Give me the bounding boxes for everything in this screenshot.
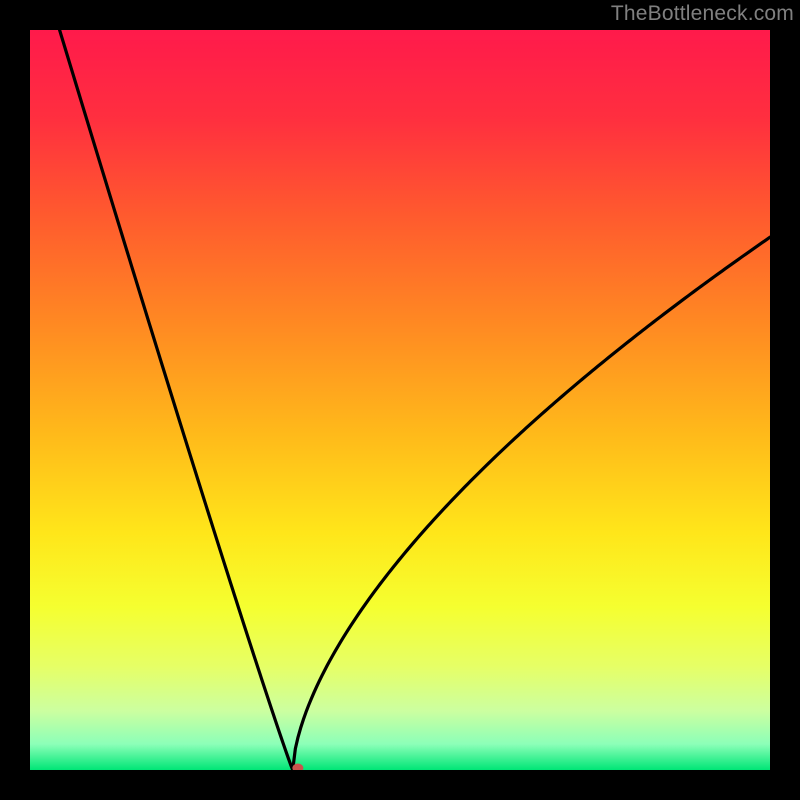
bottleneck-chart [0,0,800,800]
chart-root: TheBottleneck.com [0,0,800,800]
watermark-text: TheBottleneck.com [611,2,794,26]
gradient-background [30,30,770,770]
